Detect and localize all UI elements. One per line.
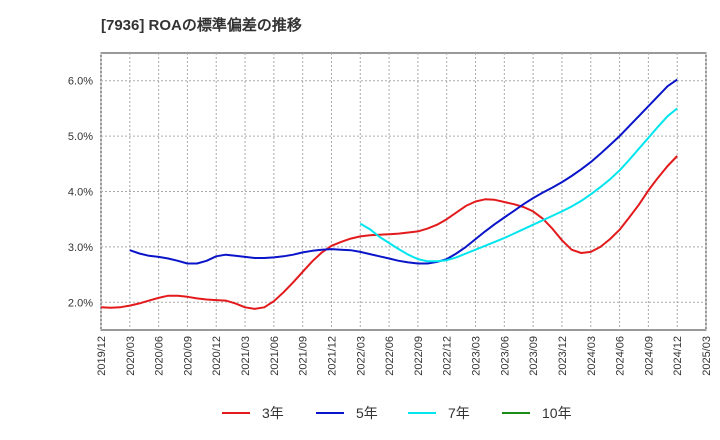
x-tick-label: 2022/12	[442, 336, 454, 376]
series-line-7年	[359, 107, 678, 263]
legend-label: 7年	[448, 405, 470, 421]
x-tick-label: 2021/03	[240, 336, 252, 376]
y-axis-ticks: 2.0% 3.0% 4.0% 5.0% 6.0%	[68, 76, 93, 310]
x-tick-label: 2022/06	[384, 336, 396, 376]
x-tick-label: 2023/03	[471, 336, 483, 376]
x-tick-label: 2021/06	[269, 336, 281, 376]
y-tick-label: 4.0%	[68, 187, 93, 199]
x-tick-label: 2023/06	[499, 336, 511, 376]
plot-area	[100, 52, 707, 331]
x-tick-label: 2022/09	[413, 336, 425, 376]
x-tick-label: 2021/12	[326, 336, 338, 376]
y-tick-label: 5.0%	[68, 131, 93, 143]
y-tick-label: 6.0%	[68, 76, 93, 88]
x-tick-label: 2021/09	[298, 336, 310, 376]
series-line-3年	[100, 155, 678, 310]
x-tick-label: 2023/09	[528, 336, 540, 376]
x-tick-label: 2020/12	[211, 336, 223, 376]
series-lines	[100, 78, 678, 310]
grid-lines	[100, 53, 707, 330]
x-tick-label: 2019/12	[96, 336, 108, 376]
x-tick-label: 2020/03	[125, 336, 137, 376]
chart-title: [7936] ROAの標準偏差の推移	[101, 17, 302, 34]
x-tick-label: 2020/06	[154, 336, 166, 376]
x-tick-label: 2024/09	[643, 336, 655, 376]
x-tick-label: 2024/06	[615, 336, 627, 376]
y-tick-label: 3.0%	[68, 242, 93, 254]
legend-label: 3年	[262, 405, 284, 421]
x-tick-label: 2022/03	[355, 336, 367, 376]
x-tick-label: 2025/03	[701, 336, 713, 376]
y-tick-label: 2.0%	[68, 297, 93, 309]
legend-label: 5年	[356, 405, 378, 421]
x-tick-label: 2024/12	[672, 336, 684, 376]
x-axis-ticks: 2019/12 2020/03 2020/06 2020/09 2020/12 2021/…	[96, 336, 713, 376]
legend: 3年 5年 7年 10年	[222, 405, 572, 421]
x-tick-label: 2024/03	[586, 336, 598, 376]
legend-label: 10年	[542, 405, 572, 421]
x-tick-label: 2023/12	[557, 336, 569, 376]
series-line-5年	[129, 78, 678, 265]
x-tick-label: 2020/09	[182, 336, 194, 376]
